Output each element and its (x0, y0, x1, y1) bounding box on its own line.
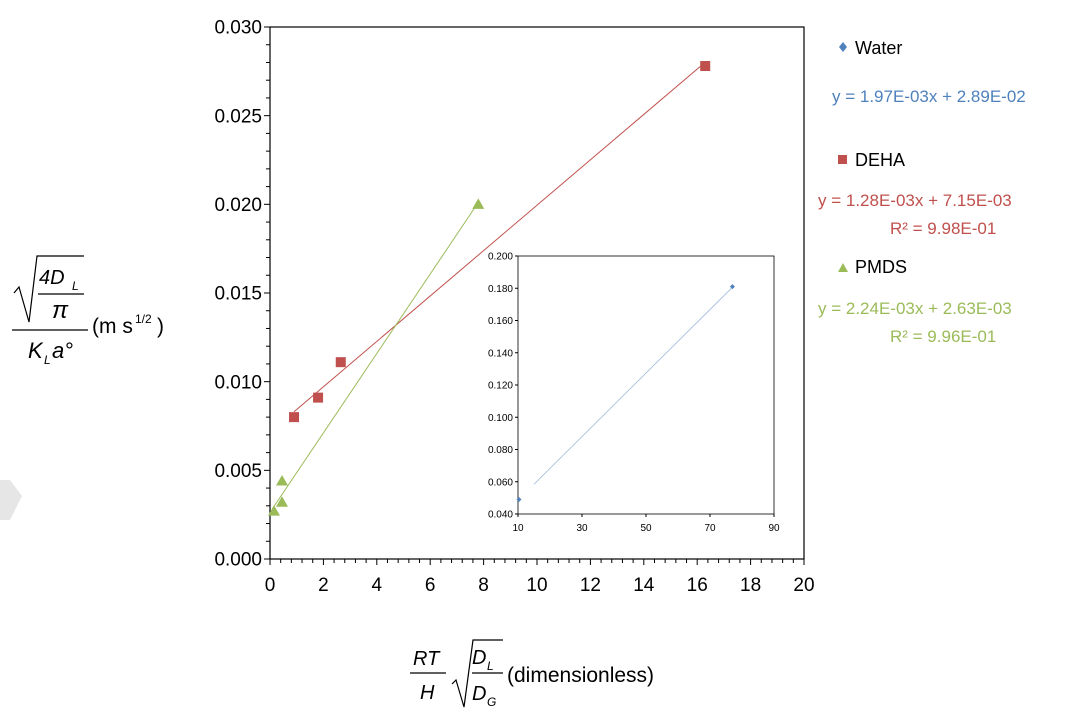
x-tick-label: 14 (633, 575, 655, 596)
data-point-water (729, 284, 735, 290)
x-tick-label: 18 (740, 575, 761, 596)
main-ticks (264, 26, 805, 565)
data-point-pmds (276, 496, 289, 507)
y-tick-label: 0.025 (214, 106, 262, 127)
legend-entry-deha: DEHA y = 1.28E-03x + 7.15E-03 R² = 9.98E… (818, 150, 1012, 238)
main-fit-lines (273, 61, 706, 507)
data-point-pmds (268, 505, 281, 516)
xlabel-sqrt-denominator: D (472, 683, 486, 705)
inset-fit-lines (533, 287, 733, 485)
ylabel-unit: (m s (92, 315, 133, 338)
ylabel-denominator: K (28, 338, 44, 363)
r-squared-deha: R² = 9.98E-01 (890, 219, 996, 238)
ylabel-unit-close: ) (157, 315, 164, 338)
fit-line-pmds (273, 202, 479, 507)
y-tick-label: 0.010 (214, 372, 262, 393)
y-tick-label: 0.120 (488, 381, 513, 392)
data-point-water (516, 496, 522, 502)
x-tick-label: 8 (478, 575, 489, 596)
main-y-tick-labels: 0.000 0.005 0.010 0.015 0.020 0.025 0.030 (214, 18, 262, 571)
inset-x-tick-labels: 10 30 50 70 90 (512, 523, 780, 534)
y-tick-label: 0.140 (488, 348, 513, 359)
data-point-deha (313, 392, 324, 403)
x-tick-label: 10 (526, 575, 547, 596)
y-tick-label: 0.100 (488, 413, 513, 424)
ylabel-inner-numerator: 4D (39, 267, 65, 289)
xlabel-radical (451, 639, 503, 708)
x-tick-label: 0 (265, 575, 276, 596)
edge-decoration (0, 480, 22, 520)
equation-pmds: y = 2.24E-03x + 2.63E-03 (818, 299, 1012, 318)
y-tick-label: 0.180 (488, 284, 513, 295)
ylabel-denominator-sub: L (44, 353, 51, 367)
inset-y-tick-labels: 0.040 0.060 0.080 0.100 0.120 0.140 0.160 0.180… (488, 252, 513, 521)
xlabel-fraction-denominator: H (420, 682, 435, 704)
y-tick-label: 0.200 (488, 252, 513, 263)
y-tick-label: 0.030 (214, 18, 262, 39)
main-markers (268, 61, 711, 516)
x-axis-label: RT H D L D G (dimensionless) (410, 639, 654, 708)
data-point-pmds (276, 474, 289, 486)
ylabel-unit-sup: 1/2 (135, 312, 152, 326)
ylabel-inner-denominator: π (52, 297, 69, 324)
data-point-pmds (472, 198, 485, 209)
main-x-tick-labels: 0 2 4 6 8 10 12 14 16 18 20 (265, 575, 815, 596)
y-tick-label: 0.015 (214, 284, 262, 305)
y-tick-label: 0.080 (488, 445, 513, 456)
x-tick-label: 90 (768, 523, 780, 534)
xlabel-sqrt-numerator: D (472, 647, 486, 669)
x-tick-label: 10 (512, 523, 524, 534)
inset-plot-frame (517, 255, 775, 515)
main-plot: 0.000 0.005 0.010 0.015 0.020 0.025 0.030 0 2 4 6… (214, 18, 814, 596)
x-tick-label: 6 (425, 575, 436, 596)
equation-water: y = 1.97E-03x + 2.89E-02 (832, 87, 1026, 106)
y-tick-label: 0.060 (488, 477, 513, 488)
legend-label-deha: DEHA (855, 150, 905, 170)
y-tick-label: 0.000 (214, 550, 262, 571)
xlabel-fraction-numerator: RT (413, 648, 441, 670)
r-squared-pmds: R² = 9.96E-01 (890, 327, 996, 346)
xlabel-sqrt-denominator-sub: G (487, 695, 496, 708)
equation-deha: y = 1.28E-03x + 7.15E-03 (818, 191, 1012, 210)
x-tick-label: 12 (580, 575, 601, 596)
x-tick-label: 4 (372, 575, 383, 596)
x-tick-label: 16 (687, 575, 708, 596)
y-tick-label: 0.040 (488, 510, 513, 521)
legend-entry-pmds: PMDS y = 2.24E-03x + 2.63E-03 R² = 9.96E… (818, 257, 1012, 346)
legend-label-water: Water (855, 38, 902, 58)
x-tick-label: 20 (793, 575, 814, 596)
legend-entry-water: Water y = 1.97E-03x + 2.89E-02 (832, 38, 1026, 106)
xlabel-sqrt-numerator-sub: L (487, 659, 494, 673)
x-tick-label: 30 (576, 523, 588, 534)
ylabel-inner-numerator-sub: L (72, 279, 79, 293)
data-point-deha (700, 61, 711, 72)
ylabel-denominator-rest: a° (52, 338, 73, 363)
legend-water-diamond-icon (839, 42, 847, 52)
xlabel-unit: (dimensionless) (507, 664, 654, 687)
y-tick-label: 0.005 (214, 461, 262, 482)
inset-ticks (515, 255, 775, 517)
data-point-deha (289, 412, 300, 423)
inset-plot: 0.040 0.060 0.080 0.100 0.120 0.140 0.160 0.180… (488, 252, 780, 535)
inset-markers (516, 284, 735, 502)
legend-pmds-triangle-icon (838, 263, 848, 272)
data-point-deha (335, 357, 346, 368)
y-tick-label: 0.020 (214, 195, 262, 216)
x-tick-label: 70 (704, 523, 716, 534)
y-tick-label: 0.160 (488, 316, 513, 327)
legend-deha-square-icon (838, 155, 847, 164)
legend: Water y = 1.97E-03x + 2.89E-02 DEHA y = … (818, 38, 1026, 346)
fit-line-deha (293, 61, 706, 413)
legend-label-pmds: PMDS (855, 257, 907, 277)
x-tick-label: 2 (318, 575, 329, 596)
fit-line-water (533, 287, 733, 485)
x-tick-label: 50 (640, 523, 652, 534)
ylabel-radical (13, 255, 84, 323)
y-axis-label: 4D L π K L a° (m s 1/2 ) (12, 255, 164, 367)
